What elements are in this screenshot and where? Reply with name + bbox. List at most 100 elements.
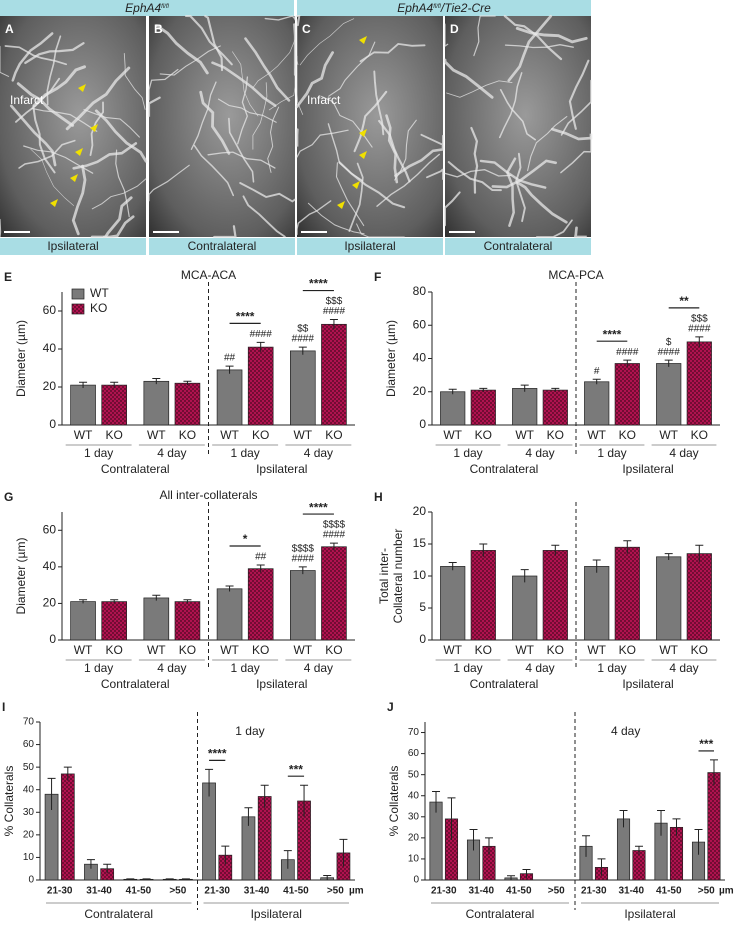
arrowhead — [359, 129, 367, 137]
error-bar — [447, 797, 456, 840]
y-tick-label: 30 — [23, 807, 35, 818]
x-tick-label: 21-30 — [47, 886, 73, 897]
arrowhead — [78, 84, 86, 92]
vessel — [244, 37, 291, 102]
significance-mark: #### — [616, 347, 639, 358]
panel-letter: C — [302, 22, 311, 36]
bracket-label: *** — [289, 762, 303, 776]
x-tick-label: WT — [74, 428, 93, 442]
vessel — [376, 153, 440, 207]
error-bar — [225, 585, 234, 592]
arrowhead — [50, 199, 58, 207]
bracket-label: **** — [208, 747, 227, 761]
vessel — [328, 41, 376, 97]
error-bar — [165, 878, 174, 880]
y-tick-label: 40 — [408, 790, 420, 801]
micrograph — [297, 16, 443, 237]
x-tick-label: 21-30 — [431, 886, 457, 897]
unit-label: µm — [719, 886, 734, 897]
vessel — [18, 139, 76, 169]
bar — [429, 801, 443, 881]
significance-mark: #### — [688, 324, 711, 335]
vessel — [293, 23, 297, 76]
x-tick-label: WT — [659, 428, 678, 442]
error-bar — [205, 768, 214, 797]
bar — [470, 550, 496, 641]
vessel — [335, 162, 365, 227]
significance-mark: $$ — [297, 324, 309, 335]
x-tick-label: 41-50 — [656, 886, 682, 897]
vessel — [327, 123, 363, 182]
error-bar — [479, 543, 488, 557]
y-tick-label: 70 — [408, 727, 420, 738]
y-tick-label: 10 — [408, 854, 420, 865]
y-axis-label-line: Diameter (µm) — [14, 538, 28, 615]
bar — [632, 850, 646, 881]
side-label: Ipsilateral — [251, 907, 302, 921]
vessel — [24, 42, 85, 65]
error-bar — [183, 599, 192, 604]
arrowhead — [90, 124, 98, 132]
error-bar — [256, 564, 265, 573]
error-bar — [672, 818, 681, 836]
bar — [174, 382, 201, 426]
x-tick-label: KO — [106, 428, 123, 442]
vessel — [90, 215, 135, 239]
error-bar — [634, 845, 643, 855]
y-axis-label: Diameter (µm) — [14, 538, 28, 615]
legend-swatch — [71, 303, 85, 315]
vessel — [46, 35, 62, 106]
vessel — [394, 119, 417, 181]
y-tick-label: 60 — [408, 748, 420, 759]
vessel — [155, 24, 209, 75]
micrograph — [149, 16, 295, 237]
x-tick-label: WT — [293, 428, 312, 442]
side-label: Ipsilateral — [622, 677, 673, 691]
side-label: Ipsilateral — [256, 677, 307, 691]
x-tick-label: >50 — [548, 886, 565, 897]
arrowhead — [359, 36, 367, 44]
error-bar — [183, 380, 192, 386]
significance-mark: #### — [250, 329, 273, 340]
vessel — [560, 135, 592, 174]
side-label: Contralateral — [466, 907, 535, 921]
infarct-label: Infarct — [10, 93, 44, 107]
chart-label: 4 day — [611, 724, 640, 738]
y-tick-label: 0 — [419, 632, 426, 646]
y-tick-label: 70 — [23, 717, 35, 728]
vessel — [213, 225, 237, 239]
group-label: 4 day — [157, 446, 186, 460]
group-label: 1 day — [84, 661, 113, 675]
vessel — [491, 159, 557, 189]
y-tick-label: 0 — [49, 632, 56, 646]
vessel — [516, 181, 568, 224]
x-tick-label: KO — [691, 643, 708, 657]
vessel — [498, 72, 523, 139]
group-label: 1 day — [597, 661, 626, 675]
vessel — [503, 14, 563, 61]
significance-mark: $ — [666, 337, 672, 348]
group-label: 4 day — [669, 446, 698, 460]
region-bar — [445, 238, 591, 255]
error-bar — [152, 377, 161, 385]
y-axis-label-line: Diameter (µm) — [384, 320, 398, 397]
vessel — [184, 14, 233, 66]
significance-mark: $$$ — [691, 314, 708, 325]
y-axis-label: Diameter (µm) — [14, 320, 28, 397]
x-tick-label: 21-30 — [204, 886, 230, 897]
micrograph — [445, 16, 591, 237]
vessel — [91, 178, 147, 210]
y-tick-label: 30 — [408, 811, 420, 822]
group-label: 1 day — [453, 446, 482, 460]
vessel — [426, 168, 444, 180]
bar — [542, 550, 568, 641]
y-axis-label: % Collaterals — [2, 766, 16, 837]
bar — [656, 363, 682, 426]
x-tick-label: WT — [293, 643, 312, 657]
vessel — [0, 45, 10, 77]
group-label: 4 day — [304, 446, 333, 460]
y-axis-label: Total inter-Collateral number — [377, 529, 405, 624]
vessel — [237, 76, 249, 145]
error-bar — [432, 791, 441, 813]
error-bar — [484, 837, 493, 855]
